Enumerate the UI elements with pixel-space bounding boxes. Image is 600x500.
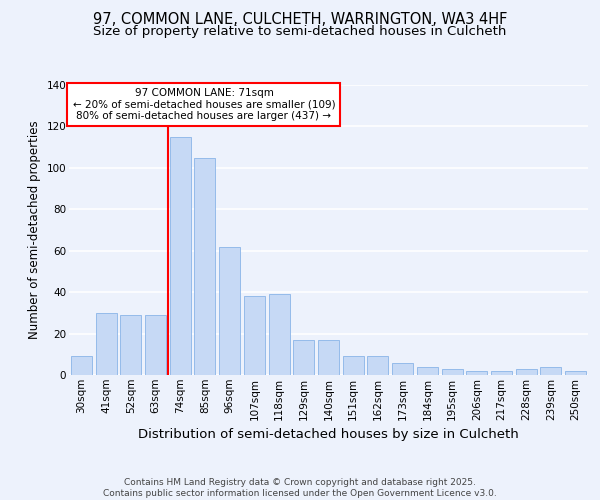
Bar [269, 294, 290, 375]
Bar [392, 362, 413, 375]
Bar [71, 356, 92, 375]
Bar [244, 296, 265, 375]
Text: 97, COMMON LANE, CULCHETH, WARRINGTON, WA3 4HF: 97, COMMON LANE, CULCHETH, WARRINGTON, W… [93, 12, 507, 28]
Bar [293, 340, 314, 375]
Bar [95, 313, 116, 375]
Bar [194, 158, 215, 375]
Bar [367, 356, 388, 375]
Text: Size of property relative to semi-detached houses in Culcheth: Size of property relative to semi-detach… [94, 25, 506, 38]
Bar [145, 315, 166, 375]
Bar [170, 137, 191, 375]
Bar [565, 371, 586, 375]
Bar [442, 369, 463, 375]
Bar [343, 356, 364, 375]
Bar [318, 340, 339, 375]
Bar [491, 371, 512, 375]
Bar [466, 371, 487, 375]
Bar [120, 315, 141, 375]
Bar [516, 369, 537, 375]
Text: Contains HM Land Registry data © Crown copyright and database right 2025.
Contai: Contains HM Land Registry data © Crown c… [103, 478, 497, 498]
Bar [417, 366, 438, 375]
X-axis label: Distribution of semi-detached houses by size in Culcheth: Distribution of semi-detached houses by … [138, 428, 519, 441]
Bar [219, 246, 240, 375]
Bar [541, 366, 562, 375]
Text: 97 COMMON LANE: 71sqm
← 20% of semi-detached houses are smaller (109)
80% of sem: 97 COMMON LANE: 71sqm ← 20% of semi-deta… [73, 88, 335, 121]
Y-axis label: Number of semi-detached properties: Number of semi-detached properties [28, 120, 41, 340]
